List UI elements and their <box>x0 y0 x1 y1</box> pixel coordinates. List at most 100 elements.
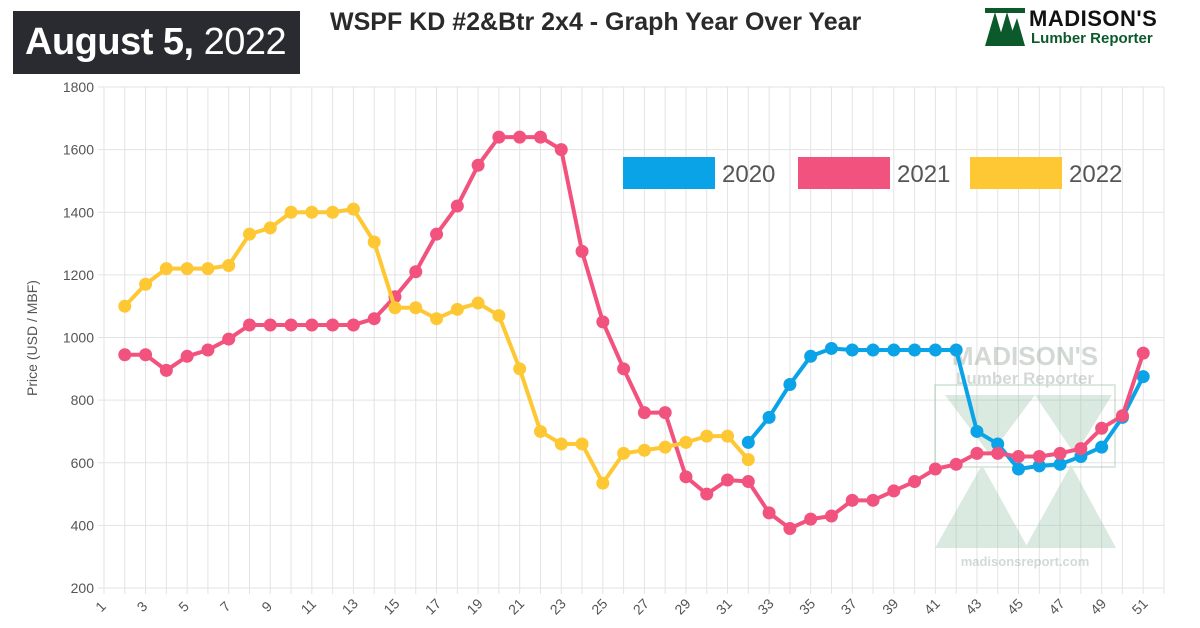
data-point-2021 <box>1012 449 1026 463</box>
data-point-2021 <box>1115 409 1129 423</box>
x-tick-label: 23 <box>547 595 569 617</box>
y-axis-label: Price (USD / MBF) <box>24 280 40 396</box>
legend-swatch-2022 <box>970 157 1062 189</box>
x-tick-label: 15 <box>380 595 402 617</box>
data-point-2022 <box>700 429 714 443</box>
data-point-2022 <box>617 446 631 460</box>
y-tick-label: 1400 <box>63 204 94 220</box>
data-point-2021 <box>804 512 818 526</box>
data-point-2021 <box>928 462 942 476</box>
y-tick-label: 1000 <box>63 330 94 346</box>
data-point-2021 <box>513 130 527 144</box>
legend-label-2021: 2021 <box>897 161 950 188</box>
data-point-2022 <box>367 235 381 249</box>
data-point-2021 <box>637 406 651 420</box>
data-point-2021 <box>991 446 1005 460</box>
x-tick-label: 5 <box>175 598 192 615</box>
data-point-2020 <box>741 435 755 449</box>
y-tick-label: 600 <box>71 455 95 471</box>
x-tick-label: 47 <box>1045 595 1067 617</box>
data-point-2022 <box>554 437 568 451</box>
x-tick-label: 3 <box>134 598 151 615</box>
data-point-2020 <box>783 377 797 391</box>
y-tick-label: 1600 <box>63 142 94 158</box>
data-point-2022 <box>263 221 277 235</box>
data-point-2021 <box>949 457 963 471</box>
series-line-2021 <box>124 135 1146 531</box>
x-tick-label: 9 <box>258 598 275 615</box>
data-point-2022 <box>180 262 194 276</box>
data-point-2021 <box>1074 442 1088 456</box>
y-tick-label: 1800 <box>63 79 94 95</box>
data-point-2021 <box>721 473 735 487</box>
data-point-2021 <box>824 509 838 523</box>
data-point-2020 <box>1136 370 1150 384</box>
data-point-2021 <box>617 362 631 376</box>
y-tick-label: 200 <box>71 580 95 596</box>
data-point-2021 <box>762 506 776 520</box>
x-tick-label: 31 <box>713 595 735 617</box>
date-month-day: August 5, <box>25 21 194 63</box>
x-tick-label: 49 <box>1087 595 1109 617</box>
x-tick-label: 19 <box>463 595 485 617</box>
watermark-mountain-3 <box>945 395 1035 455</box>
data-point-2022 <box>284 205 298 219</box>
data-point-2020 <box>1012 462 1026 476</box>
data-point-2020 <box>762 410 776 424</box>
data-point-2021 <box>367 312 381 326</box>
data-point-2021 <box>700 487 714 501</box>
data-point-2020 <box>887 343 901 357</box>
data-point-2021 <box>284 318 298 332</box>
data-point-2020 <box>1053 457 1067 471</box>
data-point-2022 <box>242 227 256 241</box>
x-tick-label: 51 <box>1129 595 1151 617</box>
data-point-2021 <box>679 470 693 484</box>
legend: 2020 2021 2022 <box>623 157 1122 189</box>
watermark-mountain-4 <box>1035 395 1112 455</box>
data-point-2021 <box>741 475 755 489</box>
data-point-2020 <box>970 424 984 438</box>
x-tick-label: 13 <box>339 595 361 617</box>
data-point-2022 <box>575 437 589 451</box>
data-point-2020 <box>845 343 859 357</box>
x-tick-label: 43 <box>962 595 984 617</box>
data-point-2021 <box>845 493 859 507</box>
data-point-2022 <box>139 277 153 291</box>
data-point-2021 <box>180 349 194 363</box>
data-point-2022 <box>637 443 651 457</box>
x-tick-label: 35 <box>796 595 818 617</box>
data-point-2022 <box>533 424 547 438</box>
x-tick-label: 17 <box>422 595 444 617</box>
data-point-2020 <box>949 343 963 357</box>
data-point-2022 <box>159 262 173 276</box>
data-point-2021 <box>866 493 880 507</box>
x-tick-label: 11 <box>298 596 320 618</box>
data-point-2020 <box>1095 440 1109 454</box>
logo-subtitle: Lumber Reporter <box>1031 30 1153 47</box>
data-point-2021 <box>430 227 444 241</box>
data-point-2022 <box>201 262 215 276</box>
data-point-2022 <box>346 202 360 216</box>
brand-logo: MADISON'S Lumber Reporter <box>985 6 1195 48</box>
y-tick-label: 1200 <box>63 267 94 283</box>
y-tick-label: 800 <box>71 392 95 408</box>
data-point-2021 <box>242 318 256 332</box>
x-tick-label: 7 <box>217 598 234 615</box>
data-point-2021 <box>346 318 360 332</box>
data-point-2022 <box>492 309 506 323</box>
data-point-2022 <box>409 301 423 315</box>
data-point-2021 <box>159 363 173 377</box>
data-point-2022 <box>222 258 236 272</box>
data-point-2020 <box>908 343 922 357</box>
watermark-url: madisonsreport.com <box>961 554 1090 569</box>
x-tick-label: 27 <box>630 595 652 617</box>
x-tick-label: 21 <box>505 595 527 617</box>
series-2021 <box>118 130 1150 536</box>
date-badge: August 5, 2022 <box>13 11 300 74</box>
x-tick-label: 37 <box>838 595 860 617</box>
data-point-2022 <box>326 205 340 219</box>
data-point-2020 <box>866 343 880 357</box>
data-point-2022 <box>471 296 485 310</box>
x-tick-label: 1 <box>92 598 109 615</box>
data-point-2021 <box>471 158 485 172</box>
